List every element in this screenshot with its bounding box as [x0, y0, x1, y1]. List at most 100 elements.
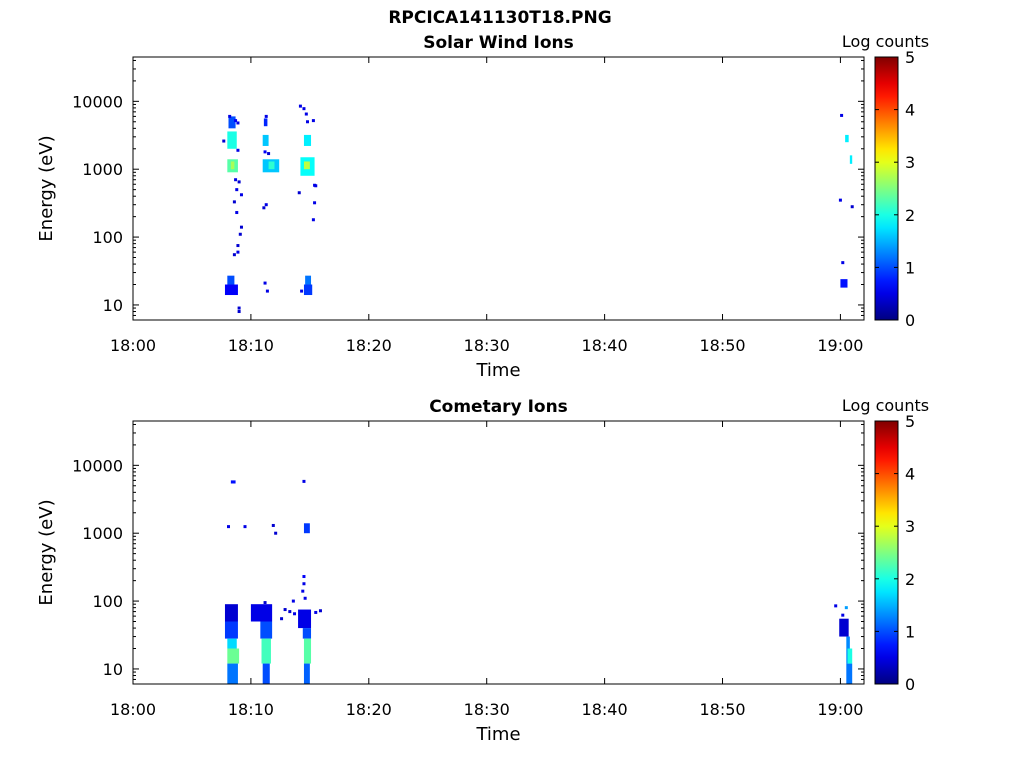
data-cell — [262, 663, 270, 684]
x-tick-label: 18:40 — [582, 700, 628, 719]
colorbar-tick-label: 3 — [905, 153, 915, 172]
data-point — [234, 119, 238, 123]
data-cell — [224, 621, 238, 639]
data-point — [302, 107, 306, 111]
x-tick-label: 18:30 — [464, 700, 510, 719]
data-point — [283, 608, 287, 612]
data-point — [237, 310, 241, 314]
x-tick-label: 18:30 — [464, 336, 510, 355]
data-point — [239, 193, 243, 197]
data-cell — [303, 663, 310, 684]
data-point — [267, 152, 271, 156]
data-point — [838, 198, 842, 202]
colorbar-tick-label: 4 — [905, 101, 915, 120]
data-point — [274, 531, 278, 535]
x-tick-label: 18:50 — [699, 336, 745, 355]
data-point — [264, 114, 268, 118]
data-cell — [298, 609, 312, 629]
data-point — [302, 582, 306, 586]
data-point — [235, 211, 239, 215]
colorbar-tick-label: 1 — [905, 258, 915, 277]
data-point — [234, 178, 238, 182]
y-tick-label: 10000 — [72, 92, 123, 111]
data-point — [293, 612, 297, 616]
panel-title: Solar Wind Ions — [423, 33, 574, 53]
data-point — [304, 112, 308, 116]
data-cell — [227, 131, 237, 149]
data-cell — [261, 638, 271, 664]
x-tick-label: 18:00 — [110, 700, 156, 719]
colorbar-tick-label: 0 — [905, 675, 915, 694]
x-tick-label: 18:20 — [346, 336, 392, 355]
data-point — [237, 306, 241, 310]
colorbar — [874, 420, 899, 685]
data-point — [263, 601, 267, 605]
x-axis-label: Time — [475, 724, 520, 745]
data-point — [235, 188, 239, 192]
data-point — [300, 289, 304, 293]
x-tick-label: 18:40 — [582, 336, 628, 355]
data-cell — [227, 663, 238, 684]
data-point — [238, 232, 242, 236]
x-tick-label: 18:10 — [228, 700, 274, 719]
data-point — [303, 596, 307, 600]
figure-title: RPCICA141130T18.PNG — [388, 8, 612, 28]
data-point — [314, 184, 318, 188]
data-point — [841, 261, 845, 265]
x-tick-label: 19:00 — [817, 336, 863, 355]
data-point — [318, 609, 322, 613]
data-point — [236, 244, 240, 248]
data-cell — [302, 628, 312, 639]
data-cell — [839, 618, 849, 637]
plot-frame — [132, 56, 865, 321]
data-cell — [303, 638, 312, 664]
data-cell — [227, 275, 235, 285]
data-point — [227, 525, 231, 529]
data-cell — [228, 116, 236, 129]
data-cell — [227, 648, 240, 664]
plot-frame — [132, 420, 865, 685]
data-point — [222, 139, 226, 143]
data-point — [291, 599, 295, 603]
data-point — [834, 604, 838, 608]
x-tick-label: 18:20 — [346, 700, 392, 719]
data-cell — [303, 284, 313, 296]
data-point — [288, 610, 292, 614]
data-point — [298, 104, 302, 108]
data-point — [297, 191, 301, 195]
data-point — [265, 289, 269, 293]
y-tick-label: 10 — [103, 296, 123, 315]
data-cell — [840, 279, 848, 288]
data-point — [311, 218, 315, 222]
data-cell — [224, 604, 238, 622]
colorbar-tick-label: 4 — [905, 465, 915, 484]
colorbar-label: Log counts — [842, 32, 929, 51]
colorbar-tick-label: 5 — [905, 48, 915, 67]
data-point — [262, 206, 266, 210]
colorbar-tick-label: 2 — [905, 206, 915, 225]
data-cell — [262, 134, 269, 146]
y-tick-label: 1000 — [82, 524, 123, 543]
data-point — [280, 617, 284, 621]
y-tick-label: 10 — [103, 660, 123, 679]
data-point — [311, 119, 315, 123]
data-cell — [224, 284, 238, 296]
data-cell — [260, 621, 273, 639]
data-point — [236, 250, 240, 254]
colorbar-tick-label: 1 — [905, 622, 915, 641]
data-cell — [846, 663, 853, 684]
x-tick-label: 18:10 — [228, 336, 274, 355]
x-tick-label: 19:00 — [817, 700, 863, 719]
data-cell — [849, 155, 853, 164]
data-cell — [305, 275, 312, 285]
data-cell — [845, 134, 849, 143]
data-cell — [303, 161, 310, 170]
data-point — [305, 120, 309, 124]
data-point — [263, 281, 267, 285]
data-cell — [250, 604, 273, 622]
data-point — [841, 613, 845, 617]
data-point — [302, 575, 306, 579]
x-tick-label: 18:00 — [110, 336, 156, 355]
data-cell — [230, 161, 235, 170]
